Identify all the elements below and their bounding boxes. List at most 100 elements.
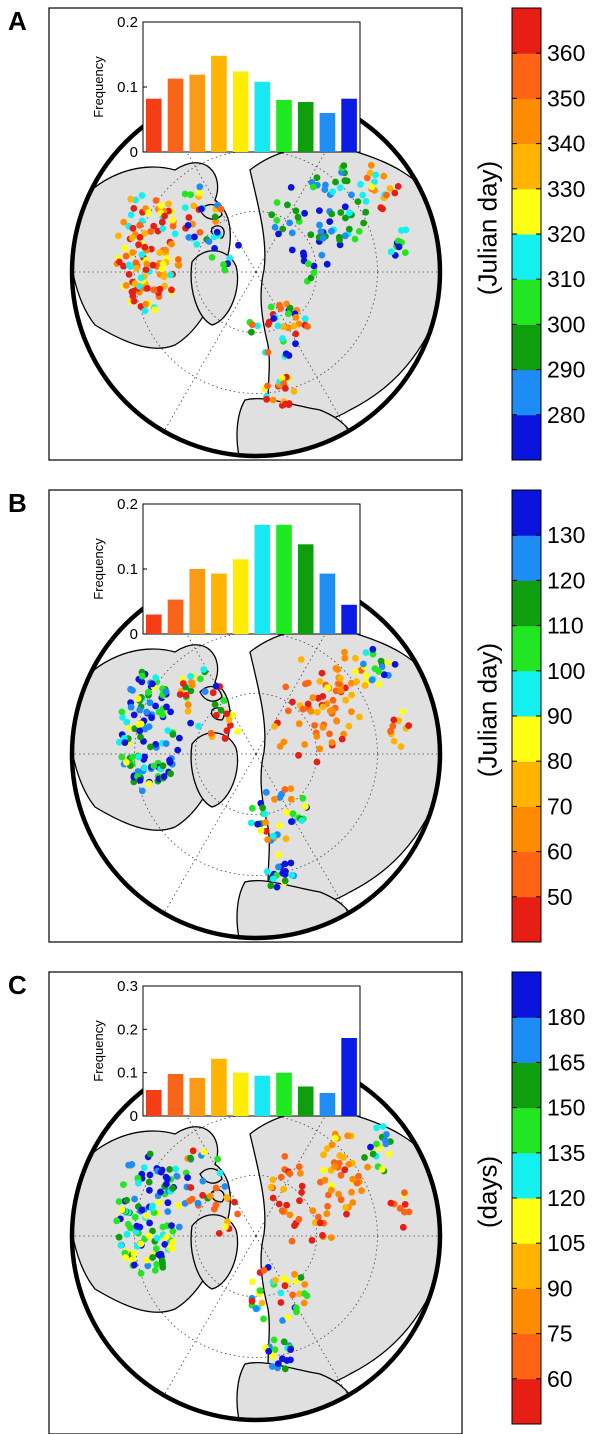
station-point xyxy=(130,711,138,719)
station-point xyxy=(337,1196,345,1204)
station-point xyxy=(115,1233,123,1241)
station-point xyxy=(348,691,355,699)
station-point xyxy=(284,324,292,332)
station-point xyxy=(166,1244,174,1252)
y-tick-label: 0.3 xyxy=(117,978,138,995)
station-point xyxy=(130,205,138,212)
station-point xyxy=(384,659,391,666)
colorbar-label: (days) xyxy=(472,1155,503,1229)
station-point xyxy=(377,657,385,665)
station-point xyxy=(304,700,312,708)
station-point xyxy=(387,1199,395,1207)
station-point xyxy=(336,184,344,192)
station-point xyxy=(263,395,270,403)
colorbar-segment xyxy=(512,1333,541,1380)
y-axis-label: Frequency xyxy=(91,56,106,118)
colorbar: 50 60 70 80 90 100 110 120 130 xyxy=(511,489,585,943)
colorbar-label: (Julian day) xyxy=(472,642,503,778)
station-point xyxy=(234,1210,242,1218)
station-point xyxy=(297,1274,305,1281)
station-point xyxy=(163,1180,170,1188)
station-point xyxy=(290,322,298,330)
station-point xyxy=(147,228,155,235)
colorbar-segment xyxy=(512,1288,541,1335)
station-point xyxy=(130,778,138,786)
station-point xyxy=(143,1256,151,1264)
station-point xyxy=(280,1338,288,1346)
station-point xyxy=(172,1165,180,1173)
histogram-bar xyxy=(189,1077,205,1116)
station-point xyxy=(182,691,190,699)
station-point xyxy=(349,1199,357,1206)
station-point xyxy=(162,740,170,747)
station-point xyxy=(269,396,277,404)
station-point xyxy=(364,1163,371,1171)
station-point xyxy=(284,310,292,318)
station-point xyxy=(125,271,133,278)
station-point xyxy=(149,1227,156,1235)
colorbar-segment xyxy=(512,896,541,943)
station-point xyxy=(190,202,198,210)
station-point xyxy=(137,274,145,282)
station-point xyxy=(127,685,134,693)
station-point xyxy=(353,1179,361,1187)
station-point xyxy=(151,306,159,314)
colorbar-segment xyxy=(512,851,541,898)
station-point xyxy=(326,730,333,738)
station-point xyxy=(169,222,177,230)
colorbar-segment xyxy=(512,716,541,762)
station-point xyxy=(142,266,150,273)
station-point xyxy=(356,713,363,721)
colorbar-segment xyxy=(512,1062,541,1109)
station-point xyxy=(149,1254,157,1261)
station-point xyxy=(302,803,309,810)
station-point xyxy=(368,183,376,191)
station-point xyxy=(262,819,269,826)
station-point xyxy=(279,1317,286,1324)
station-point xyxy=(296,1197,303,1205)
land-shape xyxy=(249,627,440,907)
station-point xyxy=(269,875,277,883)
panel-a: A 0 0.1 0.2 Frequency 280 290 300 310 320 330 340… xyxy=(0,0,603,470)
histogram-bar xyxy=(319,113,336,152)
station-point xyxy=(254,322,261,330)
station-point xyxy=(227,722,234,729)
station-point xyxy=(291,1222,298,1229)
station-point xyxy=(363,174,371,182)
station-point xyxy=(157,202,165,210)
station-point xyxy=(328,1234,335,1241)
station-point xyxy=(405,722,412,729)
station-point xyxy=(399,1223,407,1231)
station-point xyxy=(146,699,154,707)
colorbar-segment xyxy=(512,806,541,853)
station-point xyxy=(184,701,192,709)
map-figure: 0 0.1 0.2 Frequency 50 60 70 80 90 100 110 120 130 xyxy=(48,489,585,943)
y-tick-label: 0.2 xyxy=(117,1021,138,1038)
station-point xyxy=(274,322,282,330)
y-tick-label: 0.1 xyxy=(117,1065,138,1082)
station-point xyxy=(299,794,307,802)
station-point xyxy=(279,335,286,342)
station-point xyxy=(348,1188,355,1196)
y-axis-label: Frequency xyxy=(91,538,106,600)
station-point xyxy=(127,195,135,203)
station-point xyxy=(358,1187,365,1195)
station-point xyxy=(295,751,302,759)
station-point xyxy=(263,868,271,875)
station-point xyxy=(271,223,279,231)
station-point xyxy=(401,249,409,256)
colorbar-segment xyxy=(512,1378,541,1425)
station-point xyxy=(124,1220,132,1228)
polar-map xyxy=(69,85,443,459)
histogram-bar xyxy=(276,100,292,152)
station-point xyxy=(261,810,269,818)
station-point xyxy=(176,734,183,742)
landmass xyxy=(72,627,440,938)
colorbar: 60 75 90 105 120 135 150 165 180 xyxy=(511,971,585,1425)
station-point xyxy=(134,1174,142,1182)
station-point xyxy=(144,688,152,696)
station-point xyxy=(160,773,168,780)
station-point xyxy=(362,198,370,205)
station-point xyxy=(362,208,370,216)
station-point xyxy=(290,387,298,395)
